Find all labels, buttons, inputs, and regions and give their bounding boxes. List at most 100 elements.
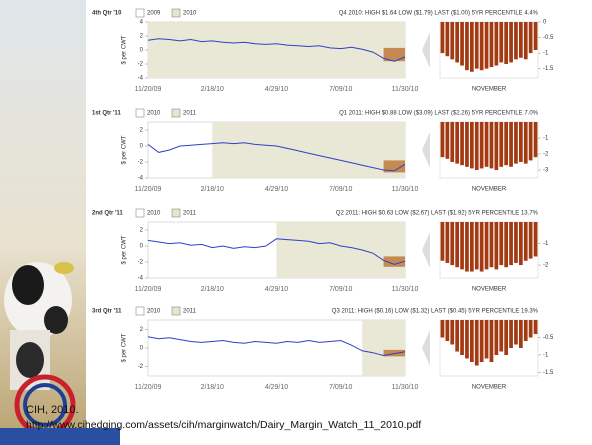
x-tick-label: 2/18/10 [201,186,224,193]
bar [445,222,449,263]
x-tick-label: 11/30/10 [392,86,419,93]
legend-swatch [172,307,180,315]
bar-plot-area [440,320,538,376]
bar-plot-area [440,222,538,278]
panel-title: 2nd Qtr '11 [92,211,123,217]
y-tick-label: -2 [138,62,144,68]
x-axis-label: NOVEMBER [472,385,507,391]
bar [494,22,498,66]
x-axis-label: NOVEMBER [472,187,507,193]
legend-label: 2010 [147,309,161,315]
legend-label: 2011 [183,211,197,217]
bar [470,22,474,72]
bar [494,222,498,269]
bar [519,320,523,348]
bar [504,22,508,64]
bar [480,320,484,362]
x-tick-label: 11/20/09 [135,384,162,391]
y-tick-label: -1 [543,241,549,247]
y-tick-label: -1 [543,353,549,359]
bar [519,222,523,265]
legend-swatch [136,9,144,17]
bar [480,222,484,272]
bar [460,22,464,66]
x-axis-label: NOVEMBER [472,287,507,293]
slide: CIH, 2010. http://www.cihedging.com/asse… [0,0,592,445]
y-axis-label: $ per CWT [122,135,128,164]
bar [480,22,484,70]
bar [490,320,494,362]
bar [529,122,533,160]
bar [504,122,508,165]
bar [480,122,484,168]
bar [485,222,489,269]
legend-swatch [136,209,144,217]
source-text: CIH, 2010. [26,404,79,416]
bar [475,22,479,69]
highlight-region [277,222,406,278]
bar [499,122,503,167]
bar [494,320,498,355]
y-tick-label: -4 [138,276,144,282]
bar [445,320,449,341]
bar [514,222,518,263]
bar [455,222,459,267]
bar [519,22,523,58]
bar [465,320,469,359]
bar [529,320,533,338]
highlight-region [362,320,405,376]
panel-title: 1st Qtr '11 [92,111,121,117]
bar [455,122,459,164]
y-tick-label: -4 [138,76,144,82]
x-tick-label: 7/09/10 [329,384,352,391]
y-tick-label: -0.5 [543,35,554,41]
legend-swatch [136,307,144,315]
bar [509,22,513,62]
legend-label: 2011 [183,309,197,315]
legend-label: 2010 [183,11,197,17]
y-tick-label: -2 [543,152,549,158]
x-tick-label: 11/30/10 [392,384,419,391]
x-tick-label: 4/29/10 [265,384,288,391]
bar [455,320,459,352]
bar [465,122,469,167]
bar [450,222,454,265]
bar [524,320,528,341]
legend-label: 2010 [147,111,161,117]
bar [499,22,503,62]
bar [460,122,464,165]
panel-stats: Q2 2011: HIGH $0.63 LOW ($2.67) LAST ($1… [336,211,539,217]
bar [450,320,454,345]
y-tick-label: -3 [543,168,549,174]
x-tick-label: 7/09/10 [329,186,352,193]
bar [529,22,533,53]
y-tick-label: -0.5 [543,335,554,341]
bar [529,222,533,259]
bar [441,22,445,53]
x-tick-label: 7/09/10 [329,86,352,93]
x-tick-label: 11/30/10 [392,286,419,293]
y-tick-label: -1.5 [543,66,554,72]
y-tick-label: -1.5 [543,370,554,376]
bar [524,222,528,261]
y-tick-label: -2 [138,160,144,166]
y-tick-label: -2 [543,263,549,269]
y-tick-label: -2 [138,364,144,370]
bar [465,22,469,70]
bar [490,22,494,67]
bar [534,320,538,334]
bar [490,222,494,267]
bar [460,320,464,355]
legend-label: 2011 [183,111,197,117]
bar [519,122,523,162]
bar [475,122,479,170]
panel-stats: Q3 2011: HIGH ($0.16) LOW ($1.32) LAST (… [332,309,539,315]
bar-plot-area [440,122,538,178]
y-axis-label: $ per CWT [122,35,128,64]
bar [504,222,508,267]
legend-swatch [172,9,180,17]
bar [445,122,449,159]
legend-swatch [136,109,144,117]
x-tick-label: 2/18/10 [201,86,224,93]
x-tick-label: 2/18/10 [201,384,224,391]
